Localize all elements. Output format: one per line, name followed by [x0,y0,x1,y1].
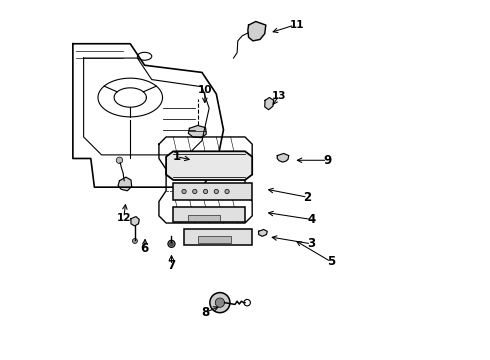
Text: 4: 4 [307,213,315,226]
Text: 11: 11 [290,20,305,30]
Polygon shape [265,98,274,110]
Circle shape [168,240,175,247]
Text: 2: 2 [303,191,312,204]
Text: 6: 6 [141,242,148,255]
Ellipse shape [214,189,219,194]
Text: 8: 8 [201,306,209,319]
Polygon shape [166,151,252,180]
Polygon shape [277,153,289,162]
Bar [173,183,252,200]
Text: 9: 9 [323,154,331,167]
Polygon shape [188,126,206,138]
Polygon shape [131,217,139,226]
Ellipse shape [203,189,208,194]
Bar [198,235,231,243]
Text: 3: 3 [307,237,315,250]
Circle shape [210,293,230,313]
Circle shape [170,242,173,246]
Ellipse shape [225,189,229,194]
Bar [188,215,220,221]
Text: 12: 12 [117,213,131,222]
Text: 1: 1 [173,150,181,163]
Circle shape [132,238,137,243]
Circle shape [116,157,122,163]
Bar [184,229,252,245]
Polygon shape [259,229,267,236]
Circle shape [215,298,224,307]
Polygon shape [248,22,266,41]
Ellipse shape [193,189,197,194]
Ellipse shape [182,189,186,194]
Bar [173,207,245,222]
Polygon shape [118,177,132,191]
Text: 5: 5 [327,255,335,268]
Text: 7: 7 [168,259,175,272]
Text: 13: 13 [272,91,286,101]
Text: 10: 10 [197,85,212,95]
